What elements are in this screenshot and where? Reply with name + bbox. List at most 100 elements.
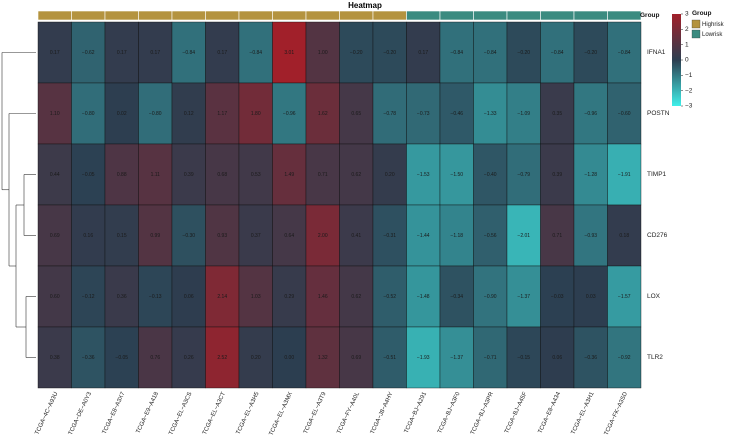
cell-value-label: 0.15 — [117, 233, 127, 239]
heatmap-cell — [104, 21, 139, 84]
cell-value-label: 0.12 — [184, 111, 194, 117]
cell-value-label: −0.40 — [484, 172, 497, 178]
cell-value-label: −0.46 — [450, 111, 463, 117]
heatmap-cell — [305, 326, 340, 389]
group-annotation-cell — [473, 10, 508, 21]
column-label: TCGA−EL−A3CS — [168, 391, 193, 436]
heatmap-cell — [372, 204, 407, 267]
column-label: TCGA−BJ−A3PR — [470, 391, 495, 436]
cell-value-label: −0.36 — [584, 355, 597, 361]
cell-value-label: 1.49 — [284, 172, 294, 178]
heatmap-cell — [305, 143, 340, 206]
cell-value-label: −1.44 — [417, 233, 430, 239]
heatmap-cell — [439, 265, 474, 328]
cell-value-label: 0.99 — [150, 233, 160, 239]
cell-value-label: −0.84 — [450, 50, 463, 56]
cell-value-label: 0.03 — [586, 294, 596, 300]
cell-value-label: 0.62 — [351, 172, 361, 178]
heatmap-cell — [305, 82, 340, 145]
cell-value-label: 1.00 — [318, 50, 328, 56]
heatmap-cell — [372, 82, 407, 145]
heatmap-cell — [205, 204, 240, 267]
group-annotation-cell — [607, 10, 642, 21]
heatmap-cell — [238, 143, 273, 206]
heatmap-cell — [339, 326, 374, 389]
cell-value-label: 0.29 — [284, 294, 294, 300]
color-scale-tick-label: −1 — [685, 72, 693, 79]
color-scale-tick-label: 3 — [685, 11, 689, 18]
heatmap-cell — [171, 82, 206, 145]
group-annotation-cell — [540, 10, 575, 21]
row-label: POSTN — [647, 110, 670, 117]
cell-value-label: −0.05 — [82, 172, 95, 178]
cell-value-label: −1.18 — [450, 233, 463, 239]
column-labels: TCGA−4C−A93U TCGA−DE−A0Y3 TCGA−E8−A3X7 TCGA… — [35, 391, 630, 437]
cell-value-label: −2.01 — [517, 233, 530, 239]
heatmap-cell — [104, 82, 139, 145]
group-legend: Group Highrisk Lowrisk — [691, 10, 725, 39]
row-label: LOX — [647, 293, 661, 300]
cell-value-label: −0.05 — [115, 355, 128, 361]
color-scale-tick-label: 2 — [685, 26, 689, 33]
column-label: TCGA−EL−A3H1 — [571, 391, 596, 436]
heatmap-cell — [406, 204, 441, 267]
cell-value-label: −0.30 — [182, 233, 195, 239]
row-labels: IFNA1 POSTN TIMP1 CD276 LOX TLR2 — [647, 49, 670, 361]
heatmap-cell — [305, 21, 340, 84]
cell-value-label: −0.96 — [283, 111, 296, 117]
cell-value-label: 0.26 — [184, 355, 194, 361]
heatmap-cell — [406, 326, 441, 389]
cell-value-label: −0.80 — [82, 111, 95, 117]
cell-value-label: 0.02 — [117, 111, 127, 117]
heatmap-cell — [339, 82, 374, 145]
cell-value-label: 1.03 — [251, 294, 261, 300]
group-annotation-cell — [37, 10, 72, 21]
heatmap-cell — [205, 82, 240, 145]
cell-value-label: 0.41 — [351, 233, 361, 239]
group-annotation-cell — [372, 10, 407, 21]
heatmap-cell — [573, 265, 608, 328]
cell-value-label: −0.36 — [82, 355, 95, 361]
heatmap-cell — [138, 204, 173, 267]
cell-value-label: 0.37 — [251, 233, 261, 239]
cell-value-label: 0.76 — [150, 355, 160, 361]
group-annotation-cell — [238, 10, 273, 21]
heatmap-cell — [238, 204, 273, 267]
cell-value-label: 0.16 — [83, 233, 93, 239]
cell-value-label: −0.34 — [450, 294, 463, 300]
heatmap-cell — [272, 326, 307, 389]
heatmap-cell — [573, 82, 608, 145]
heatmap-cell — [473, 326, 508, 389]
color-scale-bar — [672, 14, 681, 106]
cell-value-label: −0.73 — [417, 111, 430, 117]
heatmap-cell — [37, 143, 72, 206]
column-label: TCGA−BJ−A45F — [504, 391, 529, 435]
cell-value-label: 0.39 — [184, 172, 194, 178]
heatmap-cell — [104, 326, 139, 389]
cell-value-label: −0.84 — [618, 50, 631, 56]
cell-value-label: −0.20 — [584, 50, 597, 56]
cell-value-label: 0.00 — [284, 355, 294, 361]
group-annotation-label: Group — [640, 12, 660, 19]
heatmap-cell — [205, 326, 240, 389]
heatmap-cell — [406, 82, 441, 145]
heatmap-cell — [305, 204, 340, 267]
heatmap-cell — [540, 143, 575, 206]
heatmap-cell — [37, 82, 72, 145]
cell-value-label: 0.17 — [117, 50, 127, 56]
column-label: TCGA−BJ−A3F0 — [437, 391, 462, 435]
cell-value-label: −0.80 — [149, 111, 162, 117]
cell-value-label: 1.10 — [50, 111, 60, 117]
cell-value-label: −0.71 — [484, 355, 497, 361]
heatmap-cell — [372, 21, 407, 84]
heatmap-cell — [573, 326, 608, 389]
heatmap-cell — [473, 143, 508, 206]
group-legend-swatch — [691, 19, 701, 29]
heatmap-cell — [439, 21, 474, 84]
group-annotation-cell — [339, 10, 374, 21]
heatmap-cell — [540, 265, 575, 328]
cell-value-label: 1.32 — [318, 355, 328, 361]
cell-value-label: 0.71 — [552, 233, 562, 239]
group-annotation-cell — [573, 10, 608, 21]
color-scale-legend: 3 2 1 0 −1 −2 −3 — [672, 11, 693, 110]
